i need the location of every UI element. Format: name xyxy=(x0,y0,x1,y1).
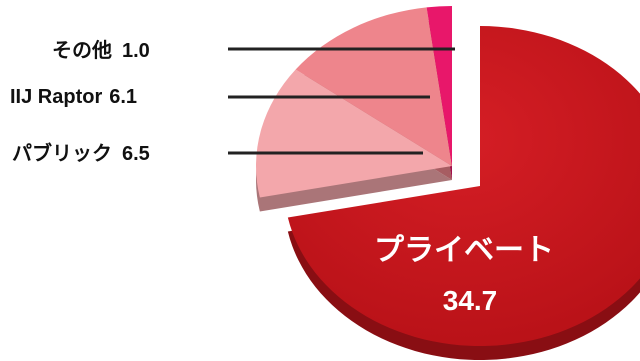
label-raptor-text: IIJ Raptor xyxy=(10,86,103,108)
label-other: その他 1.0 xyxy=(52,41,150,61)
label-public-value: 6.5 xyxy=(122,143,150,165)
slice-raptor xyxy=(295,7,452,166)
slice-other xyxy=(426,6,452,166)
slice-private xyxy=(287,26,640,346)
label-raptor: IIJ Raptor 6.1 xyxy=(10,87,137,107)
slice-public xyxy=(256,69,452,198)
label-public: パブリック 6.5 xyxy=(12,144,150,164)
label-private-value: 34.7 xyxy=(442,285,498,316)
label-other-text: その他 xyxy=(52,40,112,62)
label-public-text: パブリック xyxy=(12,143,112,165)
label-raptor-value: 6.1 xyxy=(109,86,138,108)
label-other-value: 1.0 xyxy=(122,40,150,62)
label-private-text: プライベート xyxy=(374,234,554,267)
